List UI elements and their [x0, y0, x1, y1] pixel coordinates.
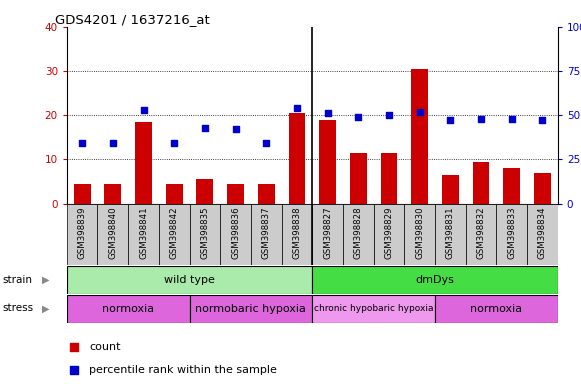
Bar: [404, 204, 435, 265]
Bar: [189, 295, 313, 323]
Text: normobaric hypoxia: normobaric hypoxia: [195, 304, 306, 314]
Text: GSM398837: GSM398837: [262, 207, 271, 259]
Text: percentile rank within the sample: percentile rank within the sample: [89, 365, 277, 375]
Text: normoxia: normoxia: [471, 304, 522, 314]
Text: GSM398835: GSM398835: [200, 207, 209, 259]
Bar: [135, 122, 152, 204]
Text: GSM398842: GSM398842: [170, 207, 179, 259]
Bar: [313, 295, 435, 323]
Bar: [189, 204, 220, 265]
Text: GSM398841: GSM398841: [139, 207, 148, 259]
Bar: [251, 204, 282, 265]
Point: [415, 109, 424, 115]
Text: GSM398839: GSM398839: [78, 207, 87, 259]
Bar: [67, 266, 313, 294]
Bar: [435, 295, 558, 323]
Bar: [128, 204, 159, 265]
Point: [70, 367, 79, 373]
Bar: [411, 69, 428, 204]
Bar: [159, 204, 189, 265]
Text: GSM398832: GSM398832: [476, 207, 486, 259]
Point: [323, 110, 332, 116]
Bar: [166, 184, 182, 204]
Text: GSM398836: GSM398836: [231, 207, 240, 259]
Bar: [527, 204, 558, 265]
Bar: [319, 120, 336, 204]
Bar: [67, 204, 98, 265]
Bar: [435, 204, 466, 265]
Bar: [381, 153, 397, 204]
Point: [507, 116, 517, 122]
Point: [292, 105, 302, 111]
Bar: [258, 184, 275, 204]
Text: wild type: wild type: [164, 275, 215, 285]
Bar: [105, 184, 121, 204]
Bar: [472, 162, 489, 204]
Point: [108, 141, 117, 147]
Bar: [289, 113, 306, 204]
Bar: [503, 168, 520, 204]
Bar: [196, 179, 213, 204]
Point: [200, 124, 210, 131]
Bar: [350, 153, 367, 204]
Bar: [313, 266, 558, 294]
Text: GSM398833: GSM398833: [507, 207, 517, 259]
Text: GSM398827: GSM398827: [323, 207, 332, 259]
Text: GSM398830: GSM398830: [415, 207, 424, 259]
Text: chronic hypobaric hypoxia: chronic hypobaric hypoxia: [314, 304, 433, 313]
Bar: [374, 204, 404, 265]
Text: stress: stress: [3, 303, 34, 313]
Text: ▶: ▶: [42, 303, 49, 313]
Point: [476, 116, 486, 122]
Text: GSM398838: GSM398838: [292, 207, 302, 259]
Bar: [282, 204, 313, 265]
Bar: [343, 204, 374, 265]
Point: [261, 141, 271, 147]
Bar: [496, 204, 527, 265]
Bar: [313, 204, 343, 265]
Point: [385, 112, 394, 118]
Text: dmDys: dmDys: [415, 275, 454, 285]
Text: GDS4201 / 1637216_at: GDS4201 / 1637216_at: [55, 13, 209, 26]
Bar: [534, 173, 551, 204]
Bar: [74, 184, 91, 204]
Text: GSM398834: GSM398834: [538, 207, 547, 259]
Text: ▶: ▶: [42, 275, 49, 285]
Text: GSM398840: GSM398840: [108, 207, 117, 259]
Point: [77, 141, 87, 147]
Text: normoxia: normoxia: [102, 304, 154, 314]
Bar: [466, 204, 496, 265]
Point: [231, 126, 240, 132]
Point: [70, 344, 79, 350]
Text: GSM398828: GSM398828: [354, 207, 363, 259]
Point: [354, 114, 363, 120]
Point: [170, 141, 179, 147]
Bar: [227, 184, 244, 204]
Text: count: count: [89, 342, 120, 352]
Text: GSM398831: GSM398831: [446, 207, 455, 259]
Bar: [67, 295, 189, 323]
Point: [538, 118, 547, 124]
Point: [139, 107, 148, 113]
Bar: [98, 204, 128, 265]
Bar: [442, 175, 459, 204]
Text: GSM398829: GSM398829: [385, 207, 393, 259]
Point: [446, 118, 455, 124]
Bar: [220, 204, 251, 265]
Text: strain: strain: [3, 275, 33, 285]
